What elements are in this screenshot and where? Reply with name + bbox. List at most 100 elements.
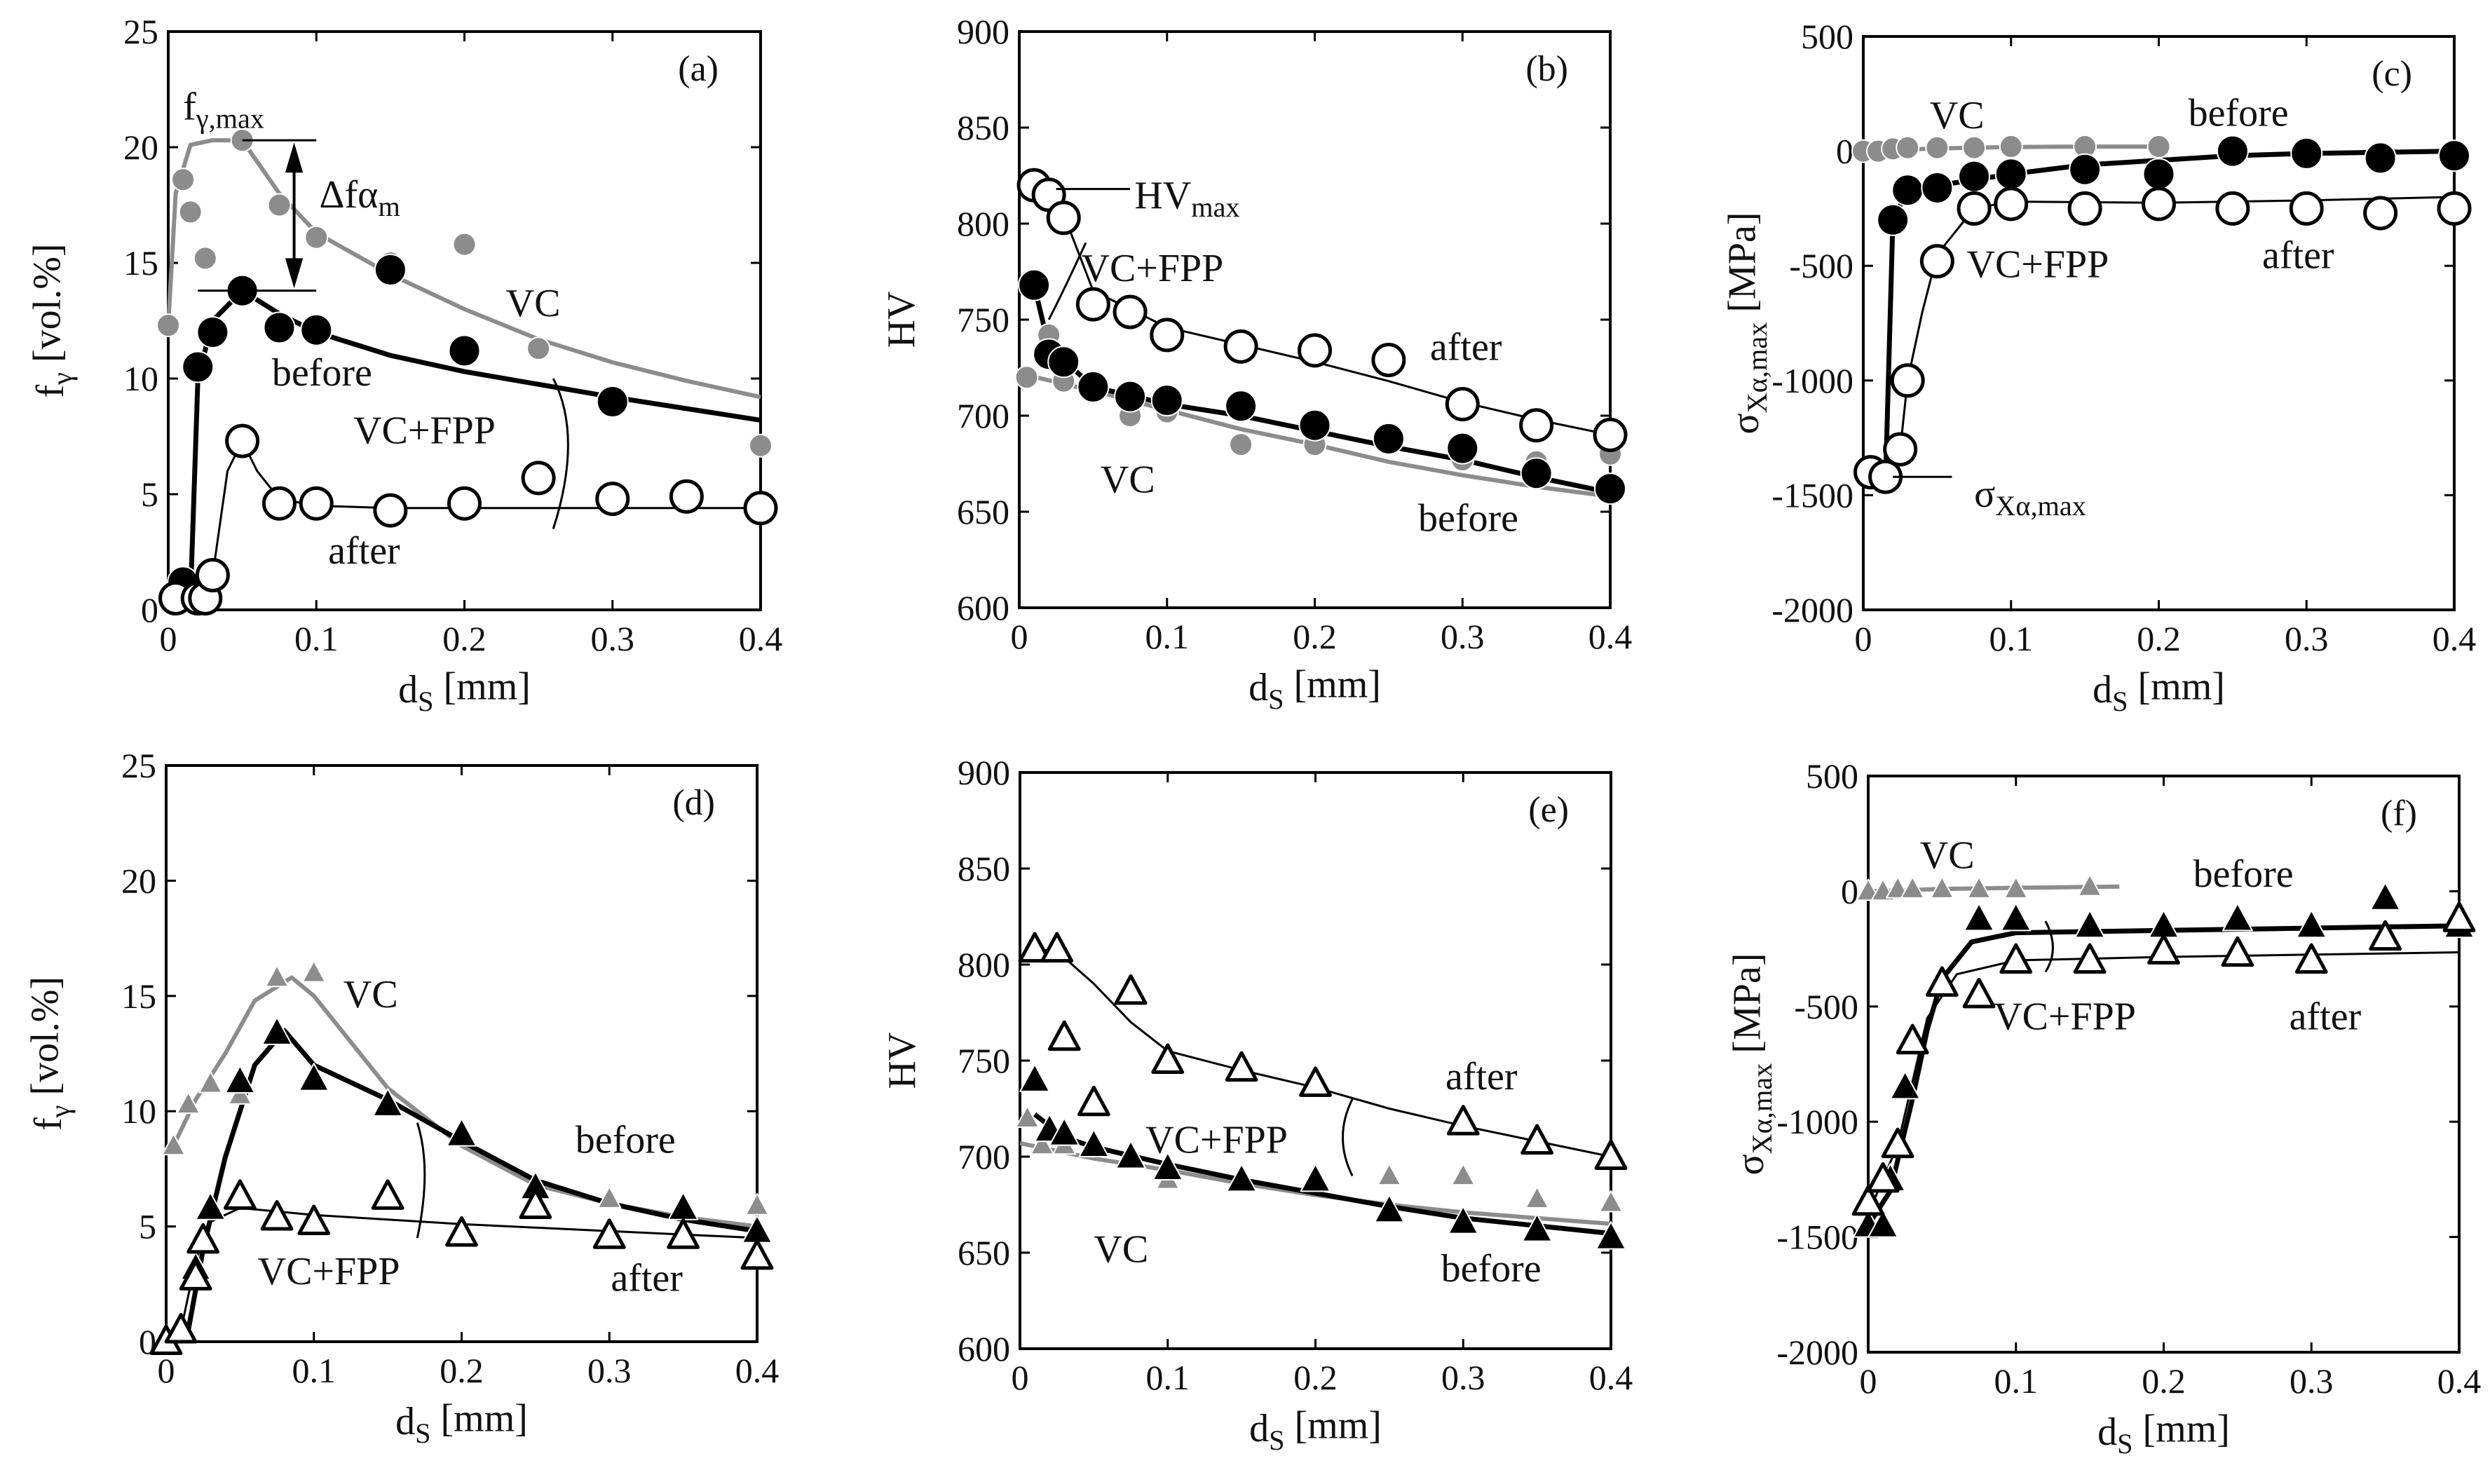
x-axis-label: dS [mm] xyxy=(2093,665,2225,717)
smax-annotation-sub: Xα,max xyxy=(1995,490,2086,522)
x-axis-label-unit: [mm] xyxy=(434,665,531,708)
y-tick-label: 650 xyxy=(958,1233,1010,1272)
y-tick-label: 15 xyxy=(121,976,156,1016)
y-axis-label-sub: γ xyxy=(44,1105,76,1119)
data-point-before xyxy=(300,313,333,346)
smax-annotation-main: σ xyxy=(1974,472,1995,516)
x-tick-label: 0.2 xyxy=(1293,1358,1338,1397)
data-point-after xyxy=(1593,417,1628,452)
y-axis-label: HV xyxy=(880,292,923,348)
x-tick-label: 0.3 xyxy=(2285,619,2329,658)
data-point-vc xyxy=(2003,876,2028,899)
data-point-after xyxy=(373,493,408,528)
y-tick-label: 800 xyxy=(957,204,1009,243)
panel-label: (d) xyxy=(672,783,715,823)
data-point-after xyxy=(2289,191,2324,226)
data-point-before xyxy=(1964,902,1994,932)
hvmax-annotation: HVmax xyxy=(1134,174,1239,223)
data-point-after xyxy=(223,1179,257,1210)
x-tick-label: 0.1 xyxy=(1994,1361,2039,1401)
data-point-after xyxy=(743,491,778,526)
data-point-vc xyxy=(1999,135,2023,159)
y-tick-label: -1000 xyxy=(1771,361,1853,400)
data-point-before xyxy=(1373,1194,1405,1223)
data-point-vc xyxy=(1030,1132,1054,1155)
x-axis-label: dS [mm] xyxy=(398,665,531,717)
y-axis-label-unit: [MPa] xyxy=(1720,212,1764,322)
data-point-after xyxy=(1223,329,1258,364)
data-point-before xyxy=(1077,370,1110,403)
marks-group xyxy=(1851,873,2476,1238)
data-point-vc xyxy=(264,965,290,988)
data-point-after xyxy=(1851,1185,1885,1216)
data-point-before xyxy=(1891,174,1924,207)
data-point-before xyxy=(2069,153,2102,186)
data-point-after xyxy=(1520,1124,1554,1155)
delta-annotation: Δfαm xyxy=(319,173,400,222)
data-point-after xyxy=(179,1260,212,1291)
x-axis-label: dS [mm] xyxy=(2097,1407,2230,1459)
after-annotation: after xyxy=(1445,1055,1518,1098)
data-point-before xyxy=(372,1088,404,1117)
fit-line-before xyxy=(1866,923,2460,1227)
data-point-before xyxy=(1877,203,1910,236)
x-tick-label: 0.2 xyxy=(440,1351,484,1390)
chart-panel-4: 0 0.1 0.2 0.3 0.4 600 650 700 750 800 850 900 dS [mm… xyxy=(880,753,1633,1456)
data-point-after xyxy=(2215,191,2250,226)
y-tick-label: 0 xyxy=(1836,132,1853,171)
data-point-after xyxy=(2147,934,2180,965)
y-axis-label: HV xyxy=(880,1033,924,1089)
data-point-after xyxy=(2142,186,2176,222)
x-axis-label-main: d xyxy=(2097,1410,2117,1454)
y-axis-label-main: σ xyxy=(1729,1154,1772,1175)
y-tick-label: 700 xyxy=(957,396,1009,435)
chart-panel-3: 0 0.1 0.2 0.3 0.4 0 5 10 15 20 25 dS [mm] fγ [vol.%]… xyxy=(23,746,779,1449)
marks-group xyxy=(1851,135,2472,494)
y-tick-label: -2000 xyxy=(1771,590,1853,629)
data-point-vc xyxy=(2077,873,2102,897)
delta-annotation-sub: m xyxy=(378,191,400,222)
panel-label: (c) xyxy=(2372,54,2412,94)
data-point-before xyxy=(1150,384,1183,417)
data-point-after xyxy=(1371,343,1406,378)
data-point-vc xyxy=(1229,433,1253,457)
y-tick-label: -500 xyxy=(1794,987,1858,1026)
data-point-after xyxy=(1881,1127,1914,1159)
x-axis-label-sub: S xyxy=(2112,686,2128,717)
x-axis-label-unit: [mm] xyxy=(1284,662,1381,706)
group-brace xyxy=(552,378,569,529)
x-axis-label: dS [mm] xyxy=(1249,1403,1382,1456)
x-tick-label: 0.4 xyxy=(2433,619,2477,658)
x-axis-label-sub: S xyxy=(418,686,433,717)
x-tick-label: 0.3 xyxy=(591,619,635,658)
x-axis-label-sub: S xyxy=(1269,1424,1284,1456)
data-point-before xyxy=(596,386,629,418)
data-point-vc xyxy=(452,232,477,257)
data-point-after xyxy=(1018,932,1052,963)
data-point-before xyxy=(2364,142,2397,175)
x-axis-label-unit: [mm] xyxy=(1285,1403,1382,1447)
x-tick-label: 0 xyxy=(158,1351,175,1390)
y-tick-label: 750 xyxy=(957,300,1009,339)
data-point-before xyxy=(667,1192,699,1220)
data-point-before xyxy=(1298,409,1331,442)
hvmax-annotation-main: HV xyxy=(1134,174,1191,217)
group-brace xyxy=(1342,1098,1354,1177)
y-axis-label-unit: [MPa] xyxy=(1725,953,1769,1063)
data-point-before xyxy=(1994,158,2027,191)
data-point-vc xyxy=(228,1082,252,1105)
panel-label: (f) xyxy=(2381,794,2417,833)
vcfpp-annotation: VC+FPP xyxy=(1967,243,2109,287)
fit-line-before xyxy=(1033,1112,1612,1237)
x-axis-label-main: d xyxy=(398,668,418,712)
data-point-vc xyxy=(1377,1163,1402,1186)
data-point-after xyxy=(2067,191,2102,226)
data-point-before xyxy=(2222,902,2253,932)
y-tick-label: 25 xyxy=(123,12,158,51)
data-point-before xyxy=(1047,346,1080,379)
after-annotation: after xyxy=(2262,233,2334,277)
x-tick-label: 0 xyxy=(160,619,177,658)
data-point-before xyxy=(2438,139,2470,172)
delta-annotation-main: Δfα xyxy=(319,173,378,217)
